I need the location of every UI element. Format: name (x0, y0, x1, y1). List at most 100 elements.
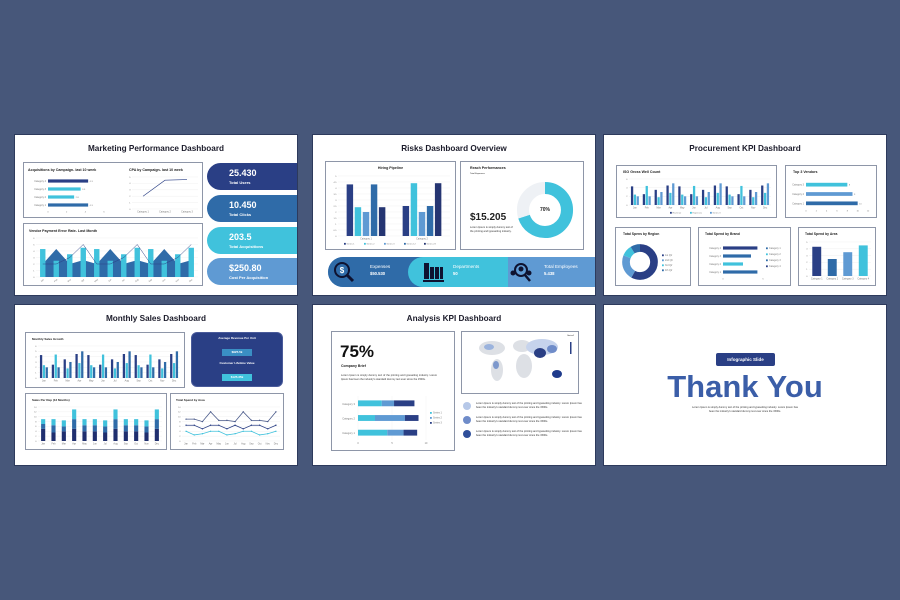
legend-swatch (766, 259, 768, 262)
data-point (218, 424, 220, 426)
stacked-bar-segment (51, 419, 56, 426)
legend-label: Series 1 (433, 412, 442, 415)
stacked-bar-segment (103, 432, 108, 441)
stacked-bar-segment (381, 400, 395, 407)
x-tick-label: Category 1 (360, 238, 372, 241)
x-tick-label: Mar (200, 443, 204, 446)
category-label: Category 1 (342, 431, 355, 435)
legend-label: Revenue (673, 213, 683, 215)
legend-swatch (766, 253, 768, 256)
legend-swatch (662, 259, 664, 262)
x-tick-label: Jan (41, 279, 46, 283)
bar (763, 192, 767, 205)
stacked-bar-segment (144, 420, 149, 427)
stacked-bar-segment (113, 409, 118, 420)
bar (704, 197, 708, 205)
x-tick-label: Nov (751, 207, 756, 210)
region-donut-chart: 1st Qtr 2nd Qtr 3rd Qtr 4th Qtr (622, 244, 673, 280)
x-tick-label: Jul (122, 279, 126, 283)
y-tick-label: 14 (34, 407, 37, 409)
slide-marketing-performance[interactable]: Marketing Performance Dashboard Acquisit… (15, 135, 297, 295)
x-tick-label: Jun (692, 207, 697, 210)
acquisitions-chart: 0 2 4 6 Category 1 4.3 Category 2 2.8 Category 3… (34, 179, 105, 214)
x-tick-label: Jun (108, 279, 113, 283)
bar (731, 196, 734, 205)
y-tick-label: 0 (35, 441, 37, 443)
bar (122, 354, 126, 378)
slide-risks-dashboard[interactable]: Risks Dashboard Overview Hiring Pipeline… (313, 135, 595, 295)
stacked-bar-segment (113, 428, 118, 441)
y-tick-label: 0 (35, 378, 37, 380)
bar (67, 254, 73, 277)
x-tick-label: Oct (149, 380, 153, 383)
bar (434, 183, 442, 236)
series-line (186, 411, 277, 423)
stacked-bar-segment (103, 420, 108, 427)
kpi-label: Total Users (229, 180, 251, 185)
x-tick-label: Feb (54, 279, 59, 283)
bar (161, 368, 164, 378)
bullet-list: Lorem Ipsum is simply dummy text of the … (463, 402, 583, 438)
bar (749, 189, 752, 205)
bar (148, 249, 154, 277)
books-icon (423, 263, 444, 282)
slide-procurement-kpi[interactable]: Procurement KPI Dashboard ISO Gross Well… (604, 135, 886, 295)
bar (172, 363, 176, 378)
stacked-bar-segment (123, 419, 128, 426)
legend-swatch (430, 422, 432, 424)
cpa-chart: 0 1 2 3 4 5 Category 1 Category 2 Category 3 (129, 177, 198, 214)
bar (754, 192, 758, 205)
growth-panel: Monthly Sales Growth 0 1 2 3 4 5 6 Jan Feb Mar Apr… (25, 332, 185, 388)
bar (42, 365, 46, 378)
bar (48, 203, 89, 207)
slide-title: Marketing Performance Dashboard (87, 144, 225, 153)
stacked-bar-segment (134, 419, 139, 426)
bar (81, 351, 84, 378)
data-point (201, 433, 204, 435)
series-line (42, 244, 192, 265)
legend-swatch (384, 242, 386, 245)
legend-swatch (690, 211, 692, 214)
bar (104, 367, 108, 378)
legend-swatch (662, 269, 664, 272)
bar (806, 201, 858, 206)
x-tick-label: Jul (234, 443, 238, 446)
bar (78, 363, 81, 378)
circle-icon (463, 416, 471, 424)
stacked-bar-segment (154, 409, 159, 420)
data-point (242, 430, 244, 432)
bar (719, 183, 722, 205)
stacked-bar-segment (123, 431, 128, 441)
legend-swatch (766, 247, 768, 250)
reach-subtitle: Total Expenses (470, 173, 485, 175)
x-tick-label: Nov (160, 380, 165, 383)
bar (740, 185, 743, 205)
x-tick-label: Aug (125, 380, 130, 383)
bar (87, 355, 90, 378)
data-point (185, 430, 187, 432)
slide-thank-you[interactable]: Infographic Slide Thank You Lorem Ipsum … (604, 305, 886, 465)
legend-swatch (710, 211, 712, 214)
x-tick-label: Feb (192, 443, 197, 446)
bar (137, 365, 140, 378)
slide-monthly-sales[interactable]: Monthly Sales Dashboard Monthly Sales Gr… (15, 305, 297, 465)
slide-analysis-kpi[interactable]: Analysis KPI Dashboard 75% Company Brief… (313, 305, 595, 465)
metrics-panel: Average Revenue Per Unit $925.5k Custome… (191, 332, 283, 406)
x-tick-label: Feb (645, 207, 650, 210)
y-tick-label: 0 (33, 277, 35, 279)
x-tick-label: Sep (149, 278, 154, 283)
legend-swatch (430, 417, 432, 419)
bar (48, 187, 81, 191)
stat-value: 50 (453, 271, 458, 276)
stacked-bar-segment (394, 400, 415, 407)
category-label: Category 1 (34, 204, 46, 207)
bar (39, 355, 43, 378)
bar (678, 186, 681, 205)
x-tick-label: Apr (81, 278, 86, 283)
bullet-text: Lorem Ipsum is simply dummy text of the … (476, 430, 582, 437)
bar (636, 196, 639, 205)
legend-label: 3rd Qtr (665, 264, 673, 267)
stacked-bar-segment (51, 425, 56, 433)
data-point (258, 434, 261, 436)
x-tick-label: Aug (134, 278, 140, 283)
